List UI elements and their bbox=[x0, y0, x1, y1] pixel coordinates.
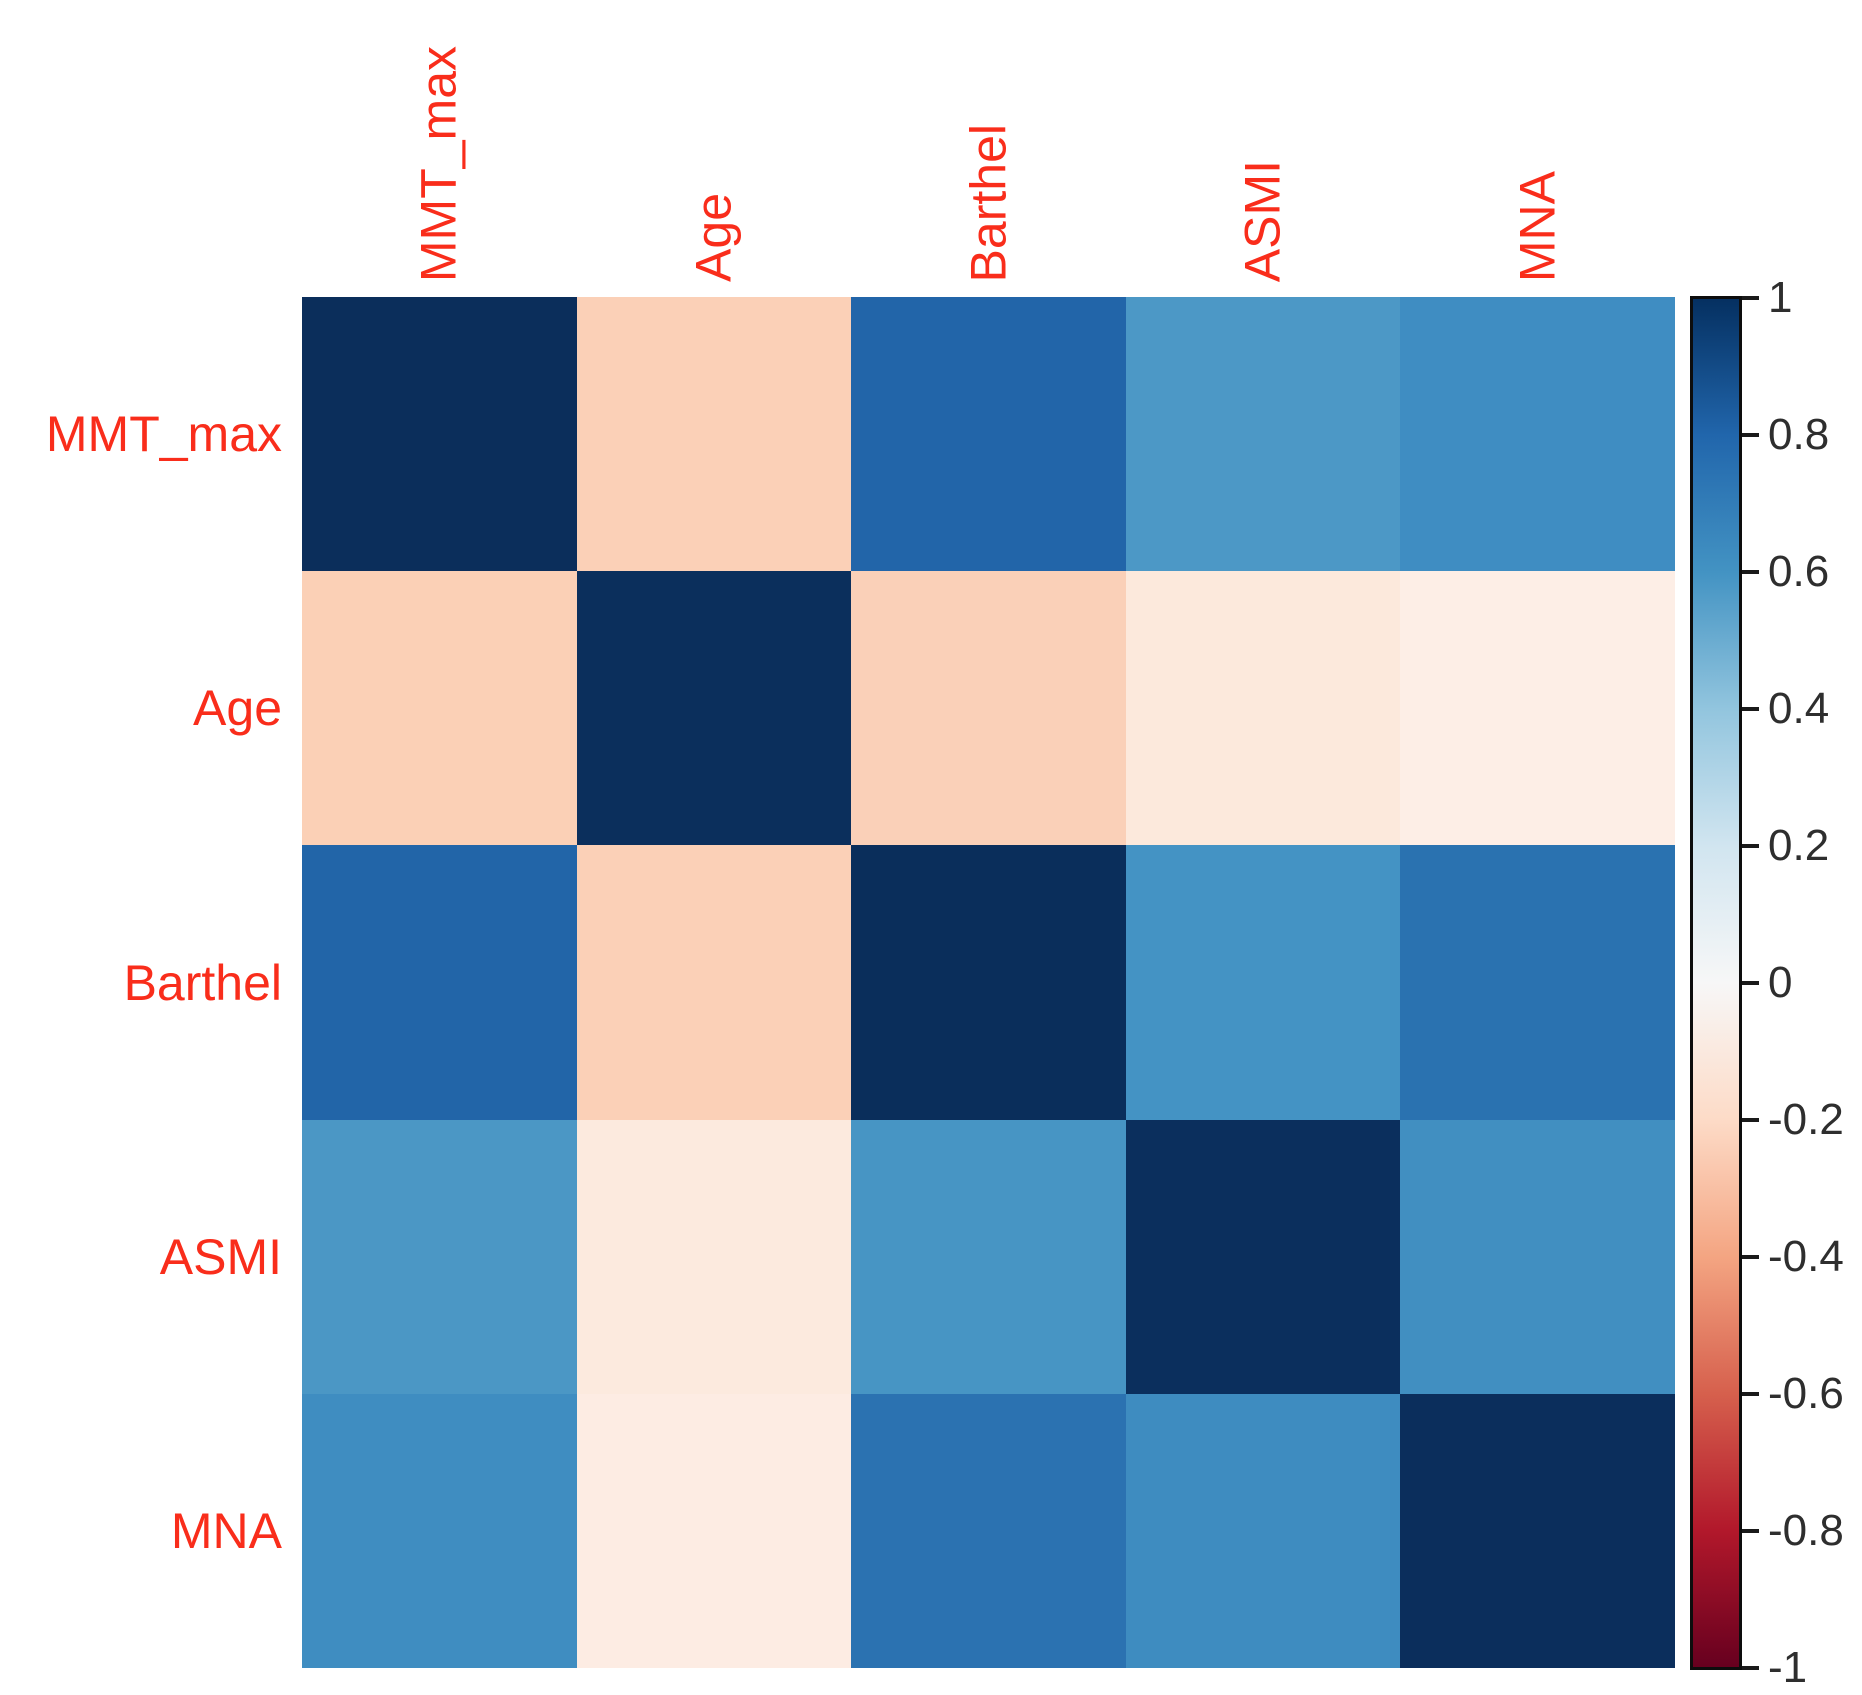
heatmap-cell-ASMI-Barthel bbox=[851, 1119, 1126, 1394]
colorbar-tick-mark bbox=[1742, 1529, 1759, 1533]
heatmap-cell-Barthel-Barthel bbox=[851, 845, 1126, 1120]
column-label-MNA: MNA bbox=[1509, 170, 1566, 282]
column-label-Barthel: Barthel bbox=[960, 123, 1016, 282]
colorbar-tick-label-0.8: 0.8 bbox=[1768, 410, 1830, 459]
heatmap-cell-Barthel-Age bbox=[576, 845, 852, 1120]
colorbar-gradient bbox=[1690, 296, 1742, 1670]
heatmap-cell-MNA-ASMI bbox=[1125, 1393, 1401, 1668]
colorbar-tick-label-0: 0 bbox=[1768, 958, 1793, 1007]
colorbar-tick-label--0.4: -0.4 bbox=[1768, 1232, 1844, 1281]
colorbar-tick-label--1: -1 bbox=[1768, 1643, 1808, 1692]
colorbar-tick-mark bbox=[1742, 981, 1759, 985]
colorbar-tick-label-0.4: 0.4 bbox=[1768, 684, 1830, 733]
heatmap-grid bbox=[302, 297, 1675, 1668]
colorbar-tick-mark bbox=[1742, 1255, 1759, 1259]
heatmap-cell-ASMI-Age bbox=[576, 1119, 852, 1394]
row-label-Age: Age bbox=[193, 680, 282, 737]
heatmap-cell-MMT_max-ASMI bbox=[1125, 297, 1401, 572]
heatmap-cell-Age-Barthel bbox=[851, 571, 1126, 846]
colorbar-tick-mark bbox=[1742, 707, 1759, 711]
colorbar-tick-mark bbox=[1742, 1666, 1759, 1670]
column-labels: MMT_max Age Barthel ASMI MNA bbox=[0, 0, 1862, 290]
heatmap-cell-ASMI-MNA bbox=[1400, 1119, 1675, 1394]
column-label-MMT_max: MMT_max bbox=[410, 45, 467, 282]
colorbar-tick-label-1: 1 bbox=[1768, 273, 1793, 322]
row-label-MMT_max: MMT_max bbox=[45, 406, 282, 463]
row-label-ASMI: ASMI bbox=[159, 1228, 282, 1285]
row-labels: MMT_max Age Barthel ASMI MNA bbox=[0, 297, 282, 1668]
heatmap-cell-MMT_max-MMT_max bbox=[302, 297, 577, 572]
heatmap-cell-ASMI-ASMI bbox=[1125, 1119, 1401, 1394]
colorbar-tick-label-0.2: 0.2 bbox=[1768, 821, 1830, 870]
heatmap-cell-Age-MNA bbox=[1400, 571, 1675, 846]
heatmap-cell-MNA-MMT_max bbox=[302, 1393, 577, 1668]
heatmap-cell-Barthel-MNA bbox=[1400, 845, 1675, 1120]
column-label-Age: Age bbox=[685, 193, 742, 282]
colorbar-tick-label--0.6: -0.6 bbox=[1768, 1369, 1844, 1418]
heatmap-cell-Barthel-MMT_max bbox=[302, 845, 577, 1120]
heatmap-cell-MNA-MNA bbox=[1400, 1393, 1675, 1668]
heatmap-cell-MNA-Age bbox=[576, 1393, 852, 1668]
colorbar-tick-label--0.2: -0.2 bbox=[1768, 1095, 1844, 1144]
heatmap-cell-MNA-Barthel bbox=[851, 1393, 1126, 1668]
row-label-Barthel: Barthel bbox=[123, 954, 282, 1011]
heatmap-cell-MMT_max-Age bbox=[576, 297, 852, 572]
colorbar-tick-label-0.6: 0.6 bbox=[1768, 547, 1830, 596]
colorbar-tick-mark bbox=[1742, 1392, 1759, 1396]
heatmap-cell-Age-Age bbox=[576, 571, 852, 846]
heatmap-cell-Barthel-ASMI bbox=[1125, 845, 1401, 1120]
heatmap-cell-Age-MMT_max bbox=[302, 571, 577, 846]
colorbar-tick-mark bbox=[1742, 844, 1759, 848]
colorbar-tick-mark bbox=[1742, 433, 1759, 437]
colorbar-tick-mark bbox=[1742, 570, 1759, 574]
colorbar-tick-mark bbox=[1742, 1118, 1759, 1122]
colorbar-tick-label--0.8: -0.8 bbox=[1768, 1506, 1844, 1555]
heatmap-cell-Age-ASMI bbox=[1125, 571, 1401, 846]
heatmap-cell-ASMI-MMT_max bbox=[302, 1119, 577, 1394]
colorbar-tick-mark bbox=[1742, 296, 1759, 300]
colorbar-axis: 1 0.8 0.6 0.4 0.2 0 -0.2 -0.4 -0.6 -0.8 -1 bbox=[1742, 276, 1862, 1690]
heatmap-cell-MMT_max-Barthel bbox=[851, 297, 1126, 572]
row-label-MNA: MNA bbox=[170, 1502, 282, 1559]
heatmap-cell-MMT_max-MNA bbox=[1400, 297, 1675, 572]
column-label-ASMI: ASMI bbox=[1234, 159, 1291, 282]
